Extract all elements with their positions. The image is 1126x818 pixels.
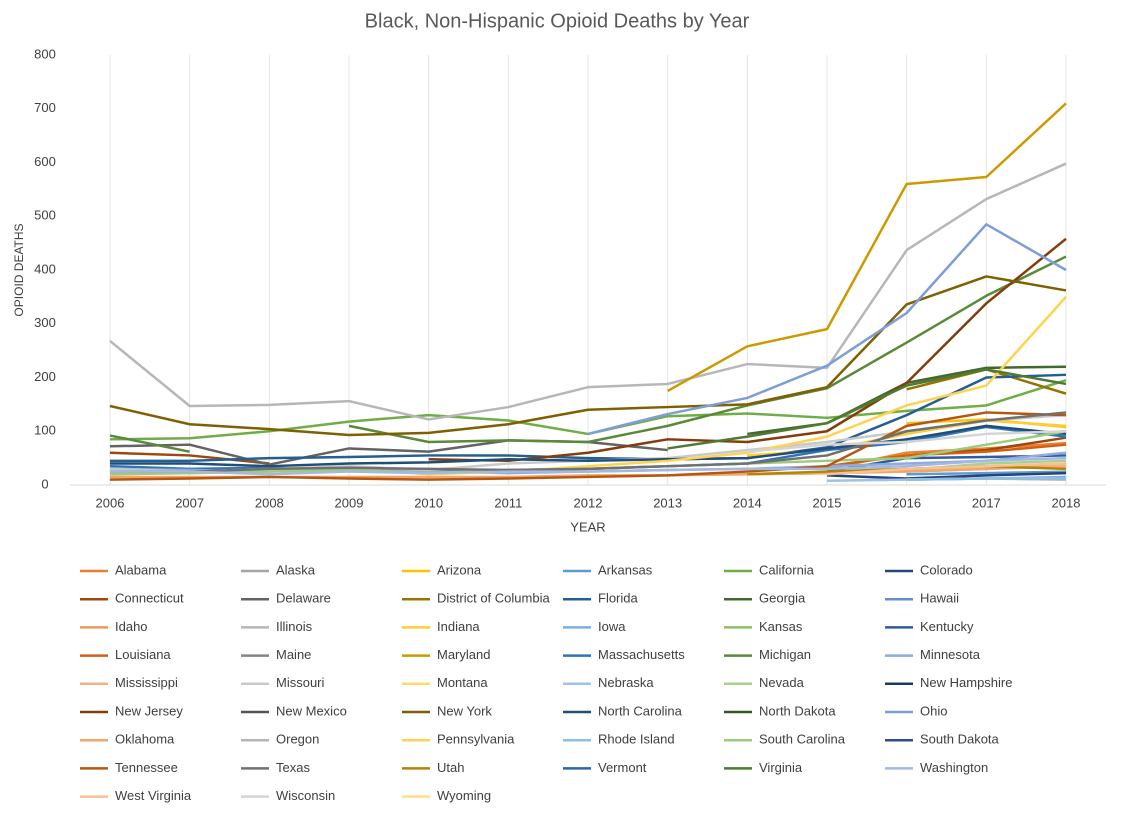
legend-label: Louisiana [115, 647, 171, 662]
legend-label: New Mexico [276, 703, 347, 718]
x-tick-label: 2017 [972, 495, 1001, 510]
legend-label: New Hampshire [920, 675, 1012, 690]
y-tick-label: 700 [34, 100, 56, 115]
legend-label: Maine [276, 647, 311, 662]
series-line [906, 477, 1066, 481]
legend-label: Rhode Island [598, 732, 675, 747]
legend-label: Connecticut [115, 591, 184, 606]
legend-label: Nevada [759, 675, 805, 690]
legend-label: Hawaii [920, 591, 959, 606]
legend-label: Massachusetts [598, 647, 685, 662]
legend-label: Georgia [759, 591, 806, 606]
legend-label: North Dakota [759, 703, 836, 718]
series-line [109, 378, 1067, 441]
legend-label: North Carolina [598, 703, 683, 718]
y-tick-label: 500 [34, 208, 56, 223]
legend-label: Utah [437, 760, 464, 775]
legend-label: Pennsylvania [437, 732, 515, 747]
series-line [667, 102, 1067, 393]
legend-label: West Virginia [115, 788, 192, 803]
x-tick-label: 2015 [813, 495, 842, 510]
y-tick-label: 300 [34, 315, 56, 330]
series-line [906, 470, 1067, 476]
x-tick-label: 2007 [175, 495, 204, 510]
legend-label: Tennessee [115, 760, 178, 775]
x-tick-label: 2009 [335, 495, 364, 510]
legend-label: Montana [437, 675, 488, 690]
legend-label: Delaware [276, 591, 331, 606]
x-tick-label: 2018 [1052, 495, 1081, 510]
y-tick-label: 400 [34, 261, 56, 276]
legend-label: Illinois [276, 619, 313, 634]
x-tick-label: 2013 [653, 495, 682, 510]
legend-label: District of Columbia [437, 591, 550, 606]
legend-label: South Carolina [759, 732, 846, 747]
legend-label: Washington [920, 760, 988, 775]
y-axis-label: OPIOID DEATHS [12, 223, 26, 316]
x-tick-label: 2008 [255, 495, 284, 510]
x-axis-label: YEAR [570, 519, 605, 534]
series-line [110, 424, 1067, 468]
series-line [109, 275, 1067, 437]
legend-label: Florida [598, 591, 639, 606]
y-tick-label: 600 [34, 154, 56, 169]
series-line [826, 443, 1067, 468]
legend-label: Mississippi [115, 675, 178, 690]
legend-label: Nebraska [598, 675, 654, 690]
legend-label: Alabama [115, 562, 167, 577]
legend-label: Colorado [920, 562, 973, 577]
legend-label: Wyoming [437, 788, 491, 803]
legend-label: Arizona [437, 562, 482, 577]
legend-label: Texas [276, 760, 310, 775]
series-line [110, 456, 1067, 476]
legend-label: Missouri [276, 675, 325, 690]
series-line [110, 373, 1067, 463]
legend-label: Vermont [598, 760, 647, 775]
series-line [747, 430, 1067, 453]
legend-label: New Jersey [115, 703, 183, 718]
legend-label: South Dakota [920, 732, 1000, 747]
series-line [826, 471, 1067, 480]
legend-label: Arkansas [598, 562, 653, 577]
legend-label: Ohio [920, 703, 947, 718]
legend-label: Kentucky [920, 619, 974, 634]
legend-label: Minnesota [920, 647, 981, 662]
series-line [109, 255, 1067, 453]
series-line [667, 368, 1067, 450]
series-line [826, 462, 1067, 476]
chart-title: Black, Non-Hispanic Opioid Deaths by Yea… [365, 10, 750, 32]
legend-label: Oregon [276, 732, 319, 747]
y-tick-label: 800 [34, 46, 56, 61]
legend-label: Iowa [598, 619, 626, 634]
legend-label: New York [437, 703, 492, 718]
series-line [109, 411, 1067, 481]
y-tick-label: 100 [34, 423, 56, 438]
series-line [428, 237, 1067, 463]
legend-label: Virginia [759, 760, 803, 775]
legend-label: California [759, 562, 815, 577]
x-tick-label: 2010 [414, 495, 443, 510]
x-tick-label: 2006 [96, 495, 125, 510]
legend-label: Idaho [115, 619, 148, 634]
legend-label: Wisconsin [276, 788, 335, 803]
x-tick-label: 2016 [892, 495, 921, 510]
x-tick-label: 2011 [494, 495, 522, 510]
legend-label: Maryland [437, 647, 490, 662]
x-tick-label: 2014 [733, 495, 762, 510]
legend-label: Indiana [437, 619, 480, 634]
series-line [109, 162, 1067, 421]
y-tick-label: 200 [34, 369, 56, 384]
series-line [110, 411, 1067, 473]
series-line [587, 223, 1067, 436]
y-tick-label: 0 [41, 476, 48, 491]
legend-label: Kansas [759, 619, 803, 634]
legend-label: Oklahoma [115, 732, 175, 747]
legend-label: Michigan [759, 647, 811, 662]
x-tick-label: 2012 [574, 495, 603, 510]
legend-label: Alaska [276, 562, 316, 577]
